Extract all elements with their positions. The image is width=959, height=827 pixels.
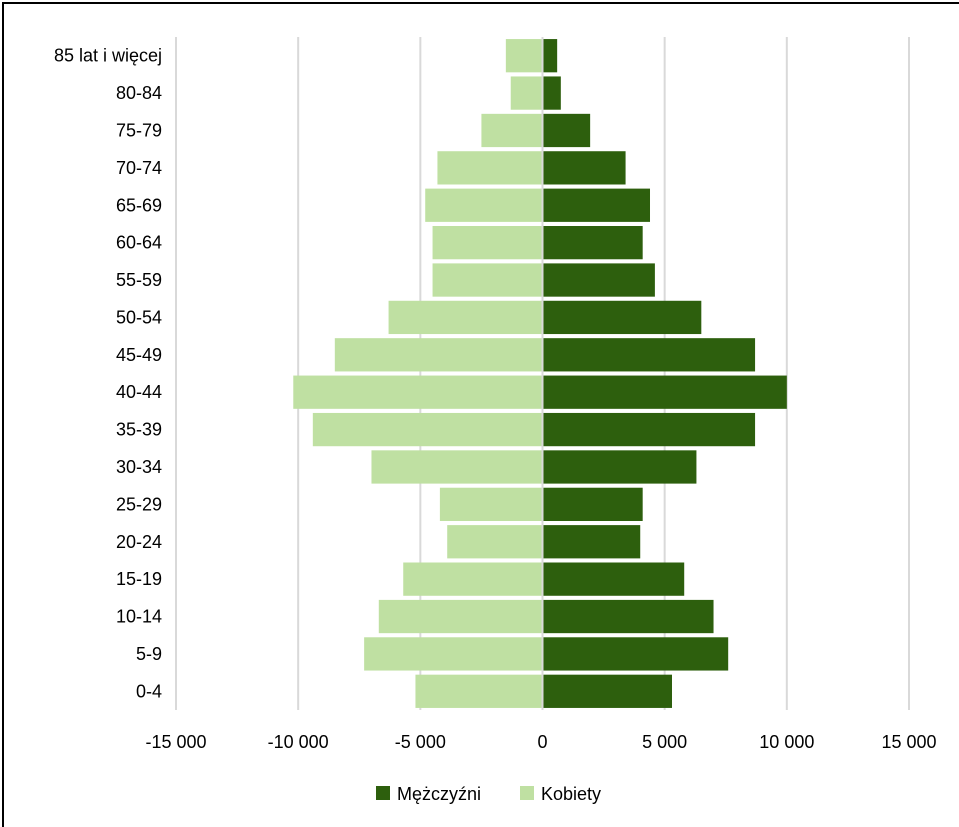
legend-swatch [376, 786, 390, 800]
bar-women-2 [378, 599, 543, 634]
category-label: 60-64 [116, 233, 162, 253]
bar-men-7 [542, 412, 756, 447]
bar-women-12 [432, 226, 543, 260]
bar-men-6 [542, 450, 697, 484]
bar-men-9 [542, 338, 756, 372]
category-label: 20-24 [116, 532, 162, 552]
bar-women-17 [505, 39, 543, 73]
category-label: 35-39 [116, 420, 162, 440]
bar-women-1 [364, 637, 543, 671]
bar-men-11 [542, 263, 655, 297]
bar-men-1 [542, 637, 729, 671]
bar-men-14 [542, 151, 626, 185]
x-tick-label: 0 [537, 732, 547, 752]
x-tick-label: -5 000 [395, 732, 446, 752]
category-label: 85 lat i więcej [54, 46, 162, 66]
category-label: 50-54 [116, 307, 162, 327]
legend: Mężczyźni Kobiety [376, 784, 601, 804]
category-label: 80-84 [116, 83, 162, 103]
x-tick-label: 5 000 [642, 732, 687, 752]
bar-women-5 [439, 487, 543, 521]
bar-men-12 [542, 226, 643, 260]
bar-men-17 [542, 39, 558, 73]
category-label: 5-9 [136, 644, 162, 664]
x-tick-label: -15 000 [145, 732, 206, 752]
category-label: 75-79 [116, 120, 162, 140]
bar-women-15 [481, 113, 543, 148]
category-label: 15-19 [116, 569, 162, 589]
bar-men-15 [542, 113, 591, 148]
category-label: 30-34 [116, 457, 162, 477]
x-tick-label: -10 000 [268, 732, 329, 752]
bar-women-7 [312, 412, 543, 447]
category-label: 70-74 [116, 158, 162, 178]
x-tick-labels: -15 000 -10 000 -5 000 0 5 000 10 000 15 000 [145, 732, 936, 752]
category-label: 0-4 [136, 681, 162, 701]
bar-men-0 [542, 674, 672, 708]
bar-men-10 [542, 300, 702, 335]
category-label: 25-29 [116, 494, 162, 514]
category-label: 65-69 [116, 195, 162, 215]
category-label: 10-14 [116, 607, 162, 627]
bar-women-9 [334, 338, 543, 372]
bar-women-11 [432, 263, 543, 297]
bar-men-13 [542, 188, 651, 222]
legend-swatch [520, 786, 534, 800]
bar-men-5 [542, 487, 643, 521]
bar-women-8 [293, 375, 543, 409]
bar-men-16 [542, 76, 561, 110]
category-labels: 0-4 5-9 10-14 15-19 20-24 25-29 30-34 35-39 40-4… [54, 46, 162, 702]
legend-label: Mężczyźni [397, 784, 481, 804]
bar-women-0 [415, 674, 543, 708]
gridlines [175, 37, 910, 710]
bar-men-4 [542, 525, 641, 559]
bars [293, 39, 787, 708]
bar-women-3 [403, 562, 543, 596]
x-tick-label: 15 000 [881, 732, 936, 752]
category-label: 55-59 [116, 270, 162, 290]
category-label: 45-49 [116, 345, 162, 365]
bar-women-13 [425, 188, 543, 222]
bar-women-14 [437, 151, 543, 185]
bar-women-4 [447, 525, 543, 559]
bar-men-2 [542, 599, 714, 634]
bar-women-6 [371, 450, 543, 484]
x-tick-label: 10 000 [759, 732, 814, 752]
legend-label: Kobiety [541, 784, 601, 804]
category-label: 40-44 [116, 382, 162, 402]
bar-men-3 [542, 562, 685, 596]
bar-men-8 [542, 375, 787, 409]
bar-women-10 [388, 300, 543, 335]
bar-women-16 [510, 76, 543, 110]
